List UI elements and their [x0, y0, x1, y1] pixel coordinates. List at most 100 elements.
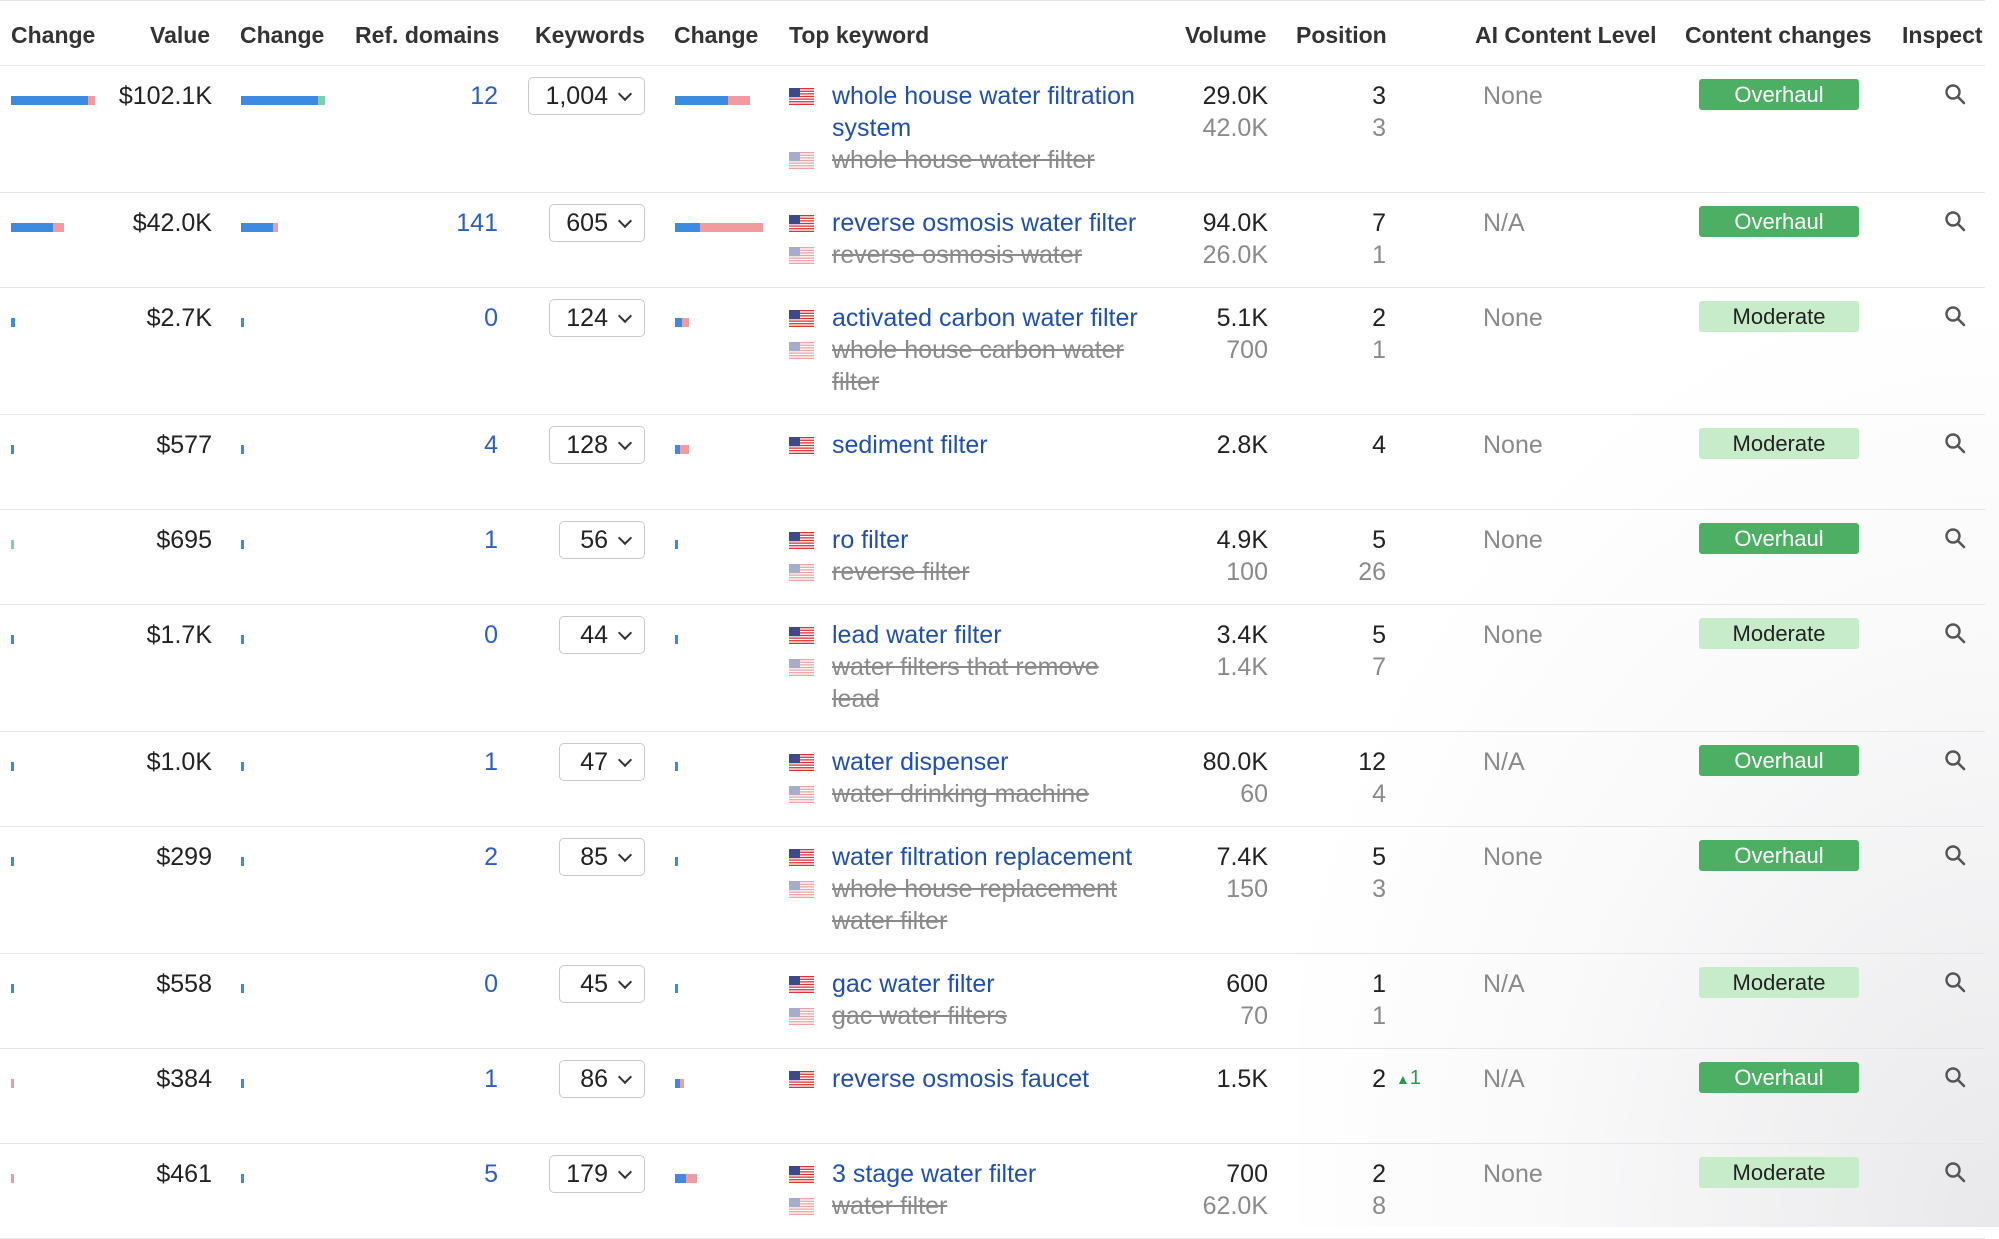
- table-row: $461 5 179 3 stage water filter water filter…: [0, 1144, 1985, 1239]
- change-bar-1-blue-segment: [11, 762, 14, 771]
- header-ai-content-level[interactable]: AI Content Level: [1475, 22, 1657, 48]
- keywords-dropdown[interactable]: 85: [559, 838, 645, 876]
- search-icon[interactable]: [1943, 843, 1969, 869]
- previous-keyword: water drinking machine: [832, 780, 1090, 808]
- ref-domains-link[interactable]: 0: [484, 304, 498, 332]
- ref-domains-link[interactable]: 0: [484, 970, 498, 998]
- ref-domains-link[interactable]: 141: [456, 209, 498, 237]
- previous-position-value: 3: [1372, 875, 1386, 903]
- keywords-dropdown[interactable]: 44: [559, 616, 645, 654]
- ref-domains-link[interactable]: 5: [484, 1160, 498, 1188]
- ref-domains-link[interactable]: 12: [470, 82, 498, 110]
- us-flag-icon: [789, 1166, 814, 1183]
- ai-content-level: N/A: [1483, 970, 1525, 998]
- keywords-dropdown[interactable]: 45: [559, 965, 645, 1003]
- header-position[interactable]: Position: [1296, 22, 1387, 48]
- position-value: 3: [1372, 82, 1386, 110]
- keywords-dropdown[interactable]: 124: [549, 299, 645, 337]
- search-icon[interactable]: [1943, 1160, 1969, 1186]
- search-icon[interactable]: [1943, 1065, 1969, 1091]
- change-bar-3-blue-segment: [675, 635, 678, 644]
- top-keyword-link[interactable]: whole house water filtration system: [832, 82, 1135, 142]
- change-bar-1-blue-segment: [11, 857, 14, 866]
- search-icon[interactable]: [1943, 209, 1969, 235]
- search-icon[interactable]: [1943, 304, 1969, 330]
- position-value: 7: [1372, 209, 1386, 237]
- top-keyword-link[interactable]: lead water filter: [832, 621, 1002, 649]
- keywords-dropdown[interactable]: 56: [559, 521, 645, 559]
- content-change-badge: Overhaul: [1699, 745, 1859, 776]
- header-change-1[interactable]: Change: [11, 22, 96, 48]
- header-content-changes[interactable]: Content changes: [1685, 22, 1872, 48]
- change-bar-2-green-segment: [318, 96, 325, 105]
- change-bar-2: [241, 635, 244, 644]
- ref-domains-link[interactable]: 0: [484, 621, 498, 649]
- us-flag-icon: [789, 564, 814, 581]
- header-top-keyword[interactable]: Top keyword: [789, 22, 930, 48]
- header-volume[interactable]: Volume: [1185, 22, 1267, 48]
- ref-domains-link[interactable]: 4: [484, 431, 498, 459]
- keywords-dropdown[interactable]: 86: [559, 1060, 645, 1098]
- previous-volume-value: 70: [1240, 1002, 1268, 1030]
- search-icon[interactable]: [1943, 431, 1969, 457]
- top-keyword-link[interactable]: reverse osmosis faucet: [832, 1065, 1090, 1093]
- ref-domains-link[interactable]: 1: [484, 1065, 498, 1093]
- change-bar-3-blue-segment: [675, 540, 678, 549]
- keywords-count: 56: [580, 525, 608, 554]
- search-icon[interactable]: [1943, 526, 1969, 552]
- top-keyword-link[interactable]: ro filter: [832, 526, 909, 554]
- content-change-badge: Moderate: [1699, 1157, 1859, 1188]
- ai-content-level: None: [1483, 526, 1543, 554]
- header-ref-domains[interactable]: Ref. domains: [355, 22, 500, 48]
- keywords-dropdown[interactable]: 605: [549, 204, 645, 242]
- table-row: $42.0K 141 605 reverse osmosis water filter…: [0, 193, 1985, 288]
- ai-content-level: None: [1483, 431, 1543, 459]
- arrow-up-icon: ▲: [1396, 1071, 1410, 1087]
- search-icon[interactable]: [1943, 621, 1969, 647]
- ref-domains-link[interactable]: 2: [484, 843, 498, 871]
- chevron-down-icon: [617, 530, 633, 545]
- header-change-2[interactable]: Change: [240, 22, 325, 48]
- ref-domains-link[interactable]: 1: [484, 748, 498, 776]
- search-icon[interactable]: [1943, 82, 1969, 108]
- change-bar-1-blue-segment: [11, 223, 53, 232]
- header-change-3[interactable]: Change: [674, 22, 759, 48]
- keywords-dropdown[interactable]: 128: [549, 426, 645, 464]
- change-bar-3-blue-segment: [675, 318, 682, 327]
- top-keyword-link[interactable]: gac water filter: [832, 970, 995, 998]
- change-bar-1: [11, 96, 95, 105]
- top-keyword-link[interactable]: water filtration replacement: [832, 843, 1133, 871]
- change-bar-1-pink-segment: [88, 96, 95, 105]
- change-bar-2-blue-segment: [241, 96, 318, 105]
- top-keyword-link[interactable]: reverse osmosis water filter: [832, 209, 1137, 237]
- previous-volume-value: 26.0K: [1202, 241, 1268, 269]
- position-value: 2: [1372, 1160, 1386, 1188]
- keywords-dropdown[interactable]: 179: [549, 1155, 645, 1193]
- search-icon[interactable]: [1943, 748, 1969, 774]
- top-keyword-link[interactable]: activated carbon water filter: [832, 304, 1138, 332]
- us-flag-icon: [789, 247, 814, 264]
- ref-domains-link[interactable]: 1: [484, 526, 498, 554]
- top-keyword-link[interactable]: 3 stage water filter: [832, 1160, 1037, 1188]
- change-bar-2: [241, 1079, 244, 1088]
- header-value[interactable]: Value: [150, 22, 211, 48]
- keywords-count: 128: [566, 430, 608, 459]
- change-bar-3: [675, 1174, 697, 1183]
- previous-keyword: reverse filter: [832, 558, 970, 586]
- change-bar-2-blue-segment: [241, 984, 244, 993]
- top-keyword-link[interactable]: water dispenser: [832, 748, 1009, 776]
- keywords-dropdown[interactable]: 47: [559, 743, 645, 781]
- search-icon[interactable]: [1943, 970, 1969, 996]
- keywords-dropdown[interactable]: 1,004: [528, 77, 645, 115]
- ai-content-level: None: [1483, 82, 1543, 110]
- us-flag-icon: [789, 310, 814, 327]
- content-change-badge: Overhaul: [1699, 1062, 1859, 1093]
- ai-content-level: None: [1483, 621, 1543, 649]
- change-bar-3-pink-segment: [700, 223, 763, 232]
- top-keyword-link[interactable]: sediment filter: [832, 431, 988, 459]
- change-bar-1-blue-segment: [11, 96, 88, 105]
- change-bar-3: [675, 223, 763, 232]
- table-row: $384 1 86 reverse osmosis faucet 1.5K 2 ▲1 N/A O…: [0, 1049, 1985, 1144]
- header-keywords[interactable]: Keywords: [535, 22, 645, 48]
